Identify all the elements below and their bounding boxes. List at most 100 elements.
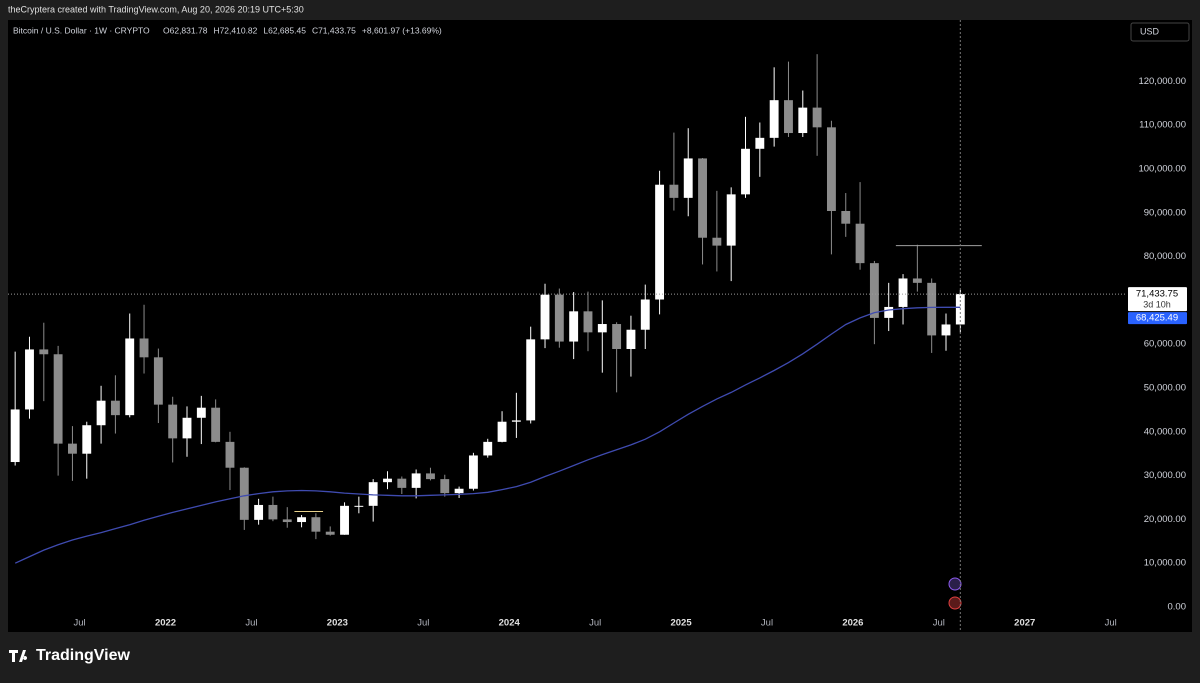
y-tick-label: 40,000.00 [1144, 426, 1186, 437]
candle-body [110, 400, 120, 416]
candle-body [869, 263, 879, 318]
y-tick-label: 110,000.00 [1139, 120, 1186, 131]
candle-body [225, 441, 235, 468]
x-tick-label: Jul [589, 618, 601, 629]
candle-body [25, 349, 34, 410]
x-tick-label: Jul [245, 618, 257, 629]
candle-body [68, 443, 77, 454]
candle-body [941, 324, 951, 336]
tv-logo: TradingView [9, 647, 131, 664]
candle-body [254, 504, 264, 520]
candle-body [468, 455, 478, 489]
candle-body [53, 354, 63, 444]
y-tick-label: 80,000.00 [1144, 251, 1186, 262]
candle-body [898, 278, 908, 307]
x-tick-label: 2023 [327, 618, 348, 629]
candle-body [769, 100, 779, 138]
candle-body [440, 479, 450, 494]
header: theCryptera created with TradingView.com… [8, 4, 304, 14]
price-label-box [1128, 287, 1187, 312]
legend-value: H72,410.82 [213, 25, 257, 35]
x-tick-label: 2022 [155, 618, 176, 629]
candle-body [569, 311, 579, 342]
candle-body [812, 107, 822, 128]
candle-body [583, 311, 593, 333]
candle-body [540, 294, 550, 340]
y-tick-label: 50,000.00 [1144, 383, 1186, 394]
candle-body [10, 409, 20, 463]
candle-body [640, 299, 650, 330]
logo-icon [9, 650, 28, 662]
x-tick-label: Jul [417, 618, 429, 629]
candle-body [168, 404, 178, 439]
x-tick-label: Jul [74, 618, 86, 629]
logo-text: TradingView [36, 647, 131, 664]
candle-body [340, 505, 349, 535]
currency[interactable]: USD [1140, 26, 1160, 36]
candle-body [669, 184, 679, 198]
candle-body [712, 237, 722, 246]
candle-body [411, 473, 421, 488]
candle-body [526, 339, 536, 421]
candle-body [96, 400, 106, 426]
candle-body [182, 417, 192, 439]
legend-value: +8,601.97 (+13.69%) [362, 25, 442, 35]
y-tick-label: 90,000.00 [1144, 207, 1186, 218]
candle-body [655, 184, 665, 300]
event-icon[interactable] [948, 596, 962, 610]
candle-body [612, 324, 622, 349]
candle-body [927, 282, 937, 336]
event-icon[interactable] [948, 577, 962, 591]
x-tick-label: Jul [761, 618, 773, 629]
candle-body [82, 425, 92, 454]
legend-value: O62,831.78 [163, 25, 208, 35]
y-tick-label: 120,000.00 [1138, 76, 1186, 87]
candle-body [597, 324, 607, 333]
moving-average [14, 306, 961, 564]
candle-body [354, 505, 364, 507]
candle-body [826, 127, 836, 212]
candle-body [483, 441, 493, 456]
candle-body [139, 338, 149, 358]
x-tick-label: Jul [1105, 618, 1117, 629]
x-tick-label: 2026 [842, 618, 863, 629]
candle-body [211, 407, 221, 442]
ma-label-box [1128, 312, 1187, 325]
y-tick-label: 30,000.00 [1144, 470, 1186, 481]
candle-body [755, 137, 765, 149]
candle-body [426, 473, 435, 480]
legend-value: L62,685.45 [263, 25, 306, 35]
candle-body [698, 158, 707, 238]
y-tick-label: 10,000.00 [1144, 558, 1186, 569]
y-tick-label: 100,000.00 [1138, 163, 1186, 174]
countdown: 3d 10h [1143, 299, 1171, 309]
currency-box[interactable] [1130, 22, 1190, 42]
candle-body [497, 421, 507, 442]
candle-body [454, 488, 464, 494]
legend-value: C71,433.75 [312, 25, 356, 35]
candle-body [325, 531, 335, 535]
candle-body [884, 306, 894, 318]
event-icons [948, 577, 962, 610]
candle-body [626, 329, 636, 349]
candle-body [397, 478, 407, 488]
series [10, 54, 965, 540]
candle-body [125, 338, 135, 416]
x-tick-label: 2024 [499, 618, 521, 629]
candle-body [39, 349, 49, 355]
y-tick-label: 60,000.00 [1144, 339, 1186, 350]
y-tick-label: 0.00 [1168, 602, 1187, 613]
candle-body [368, 482, 378, 506]
candle-body [855, 223, 865, 264]
candle-body [726, 194, 736, 246]
symbol: Bitcoin / U.S. Dollar · 1W · CRYPTO [13, 25, 150, 35]
candle-body [196, 407, 206, 418]
candle-body [297, 517, 307, 523]
ma-label: 68,425.49 [1136, 313, 1178, 324]
x-tick-label: 2027 [1014, 618, 1035, 629]
candle-body [741, 148, 750, 195]
candle-body [511, 420, 521, 422]
candle-body [784, 100, 793, 134]
candle-body [383, 478, 392, 483]
